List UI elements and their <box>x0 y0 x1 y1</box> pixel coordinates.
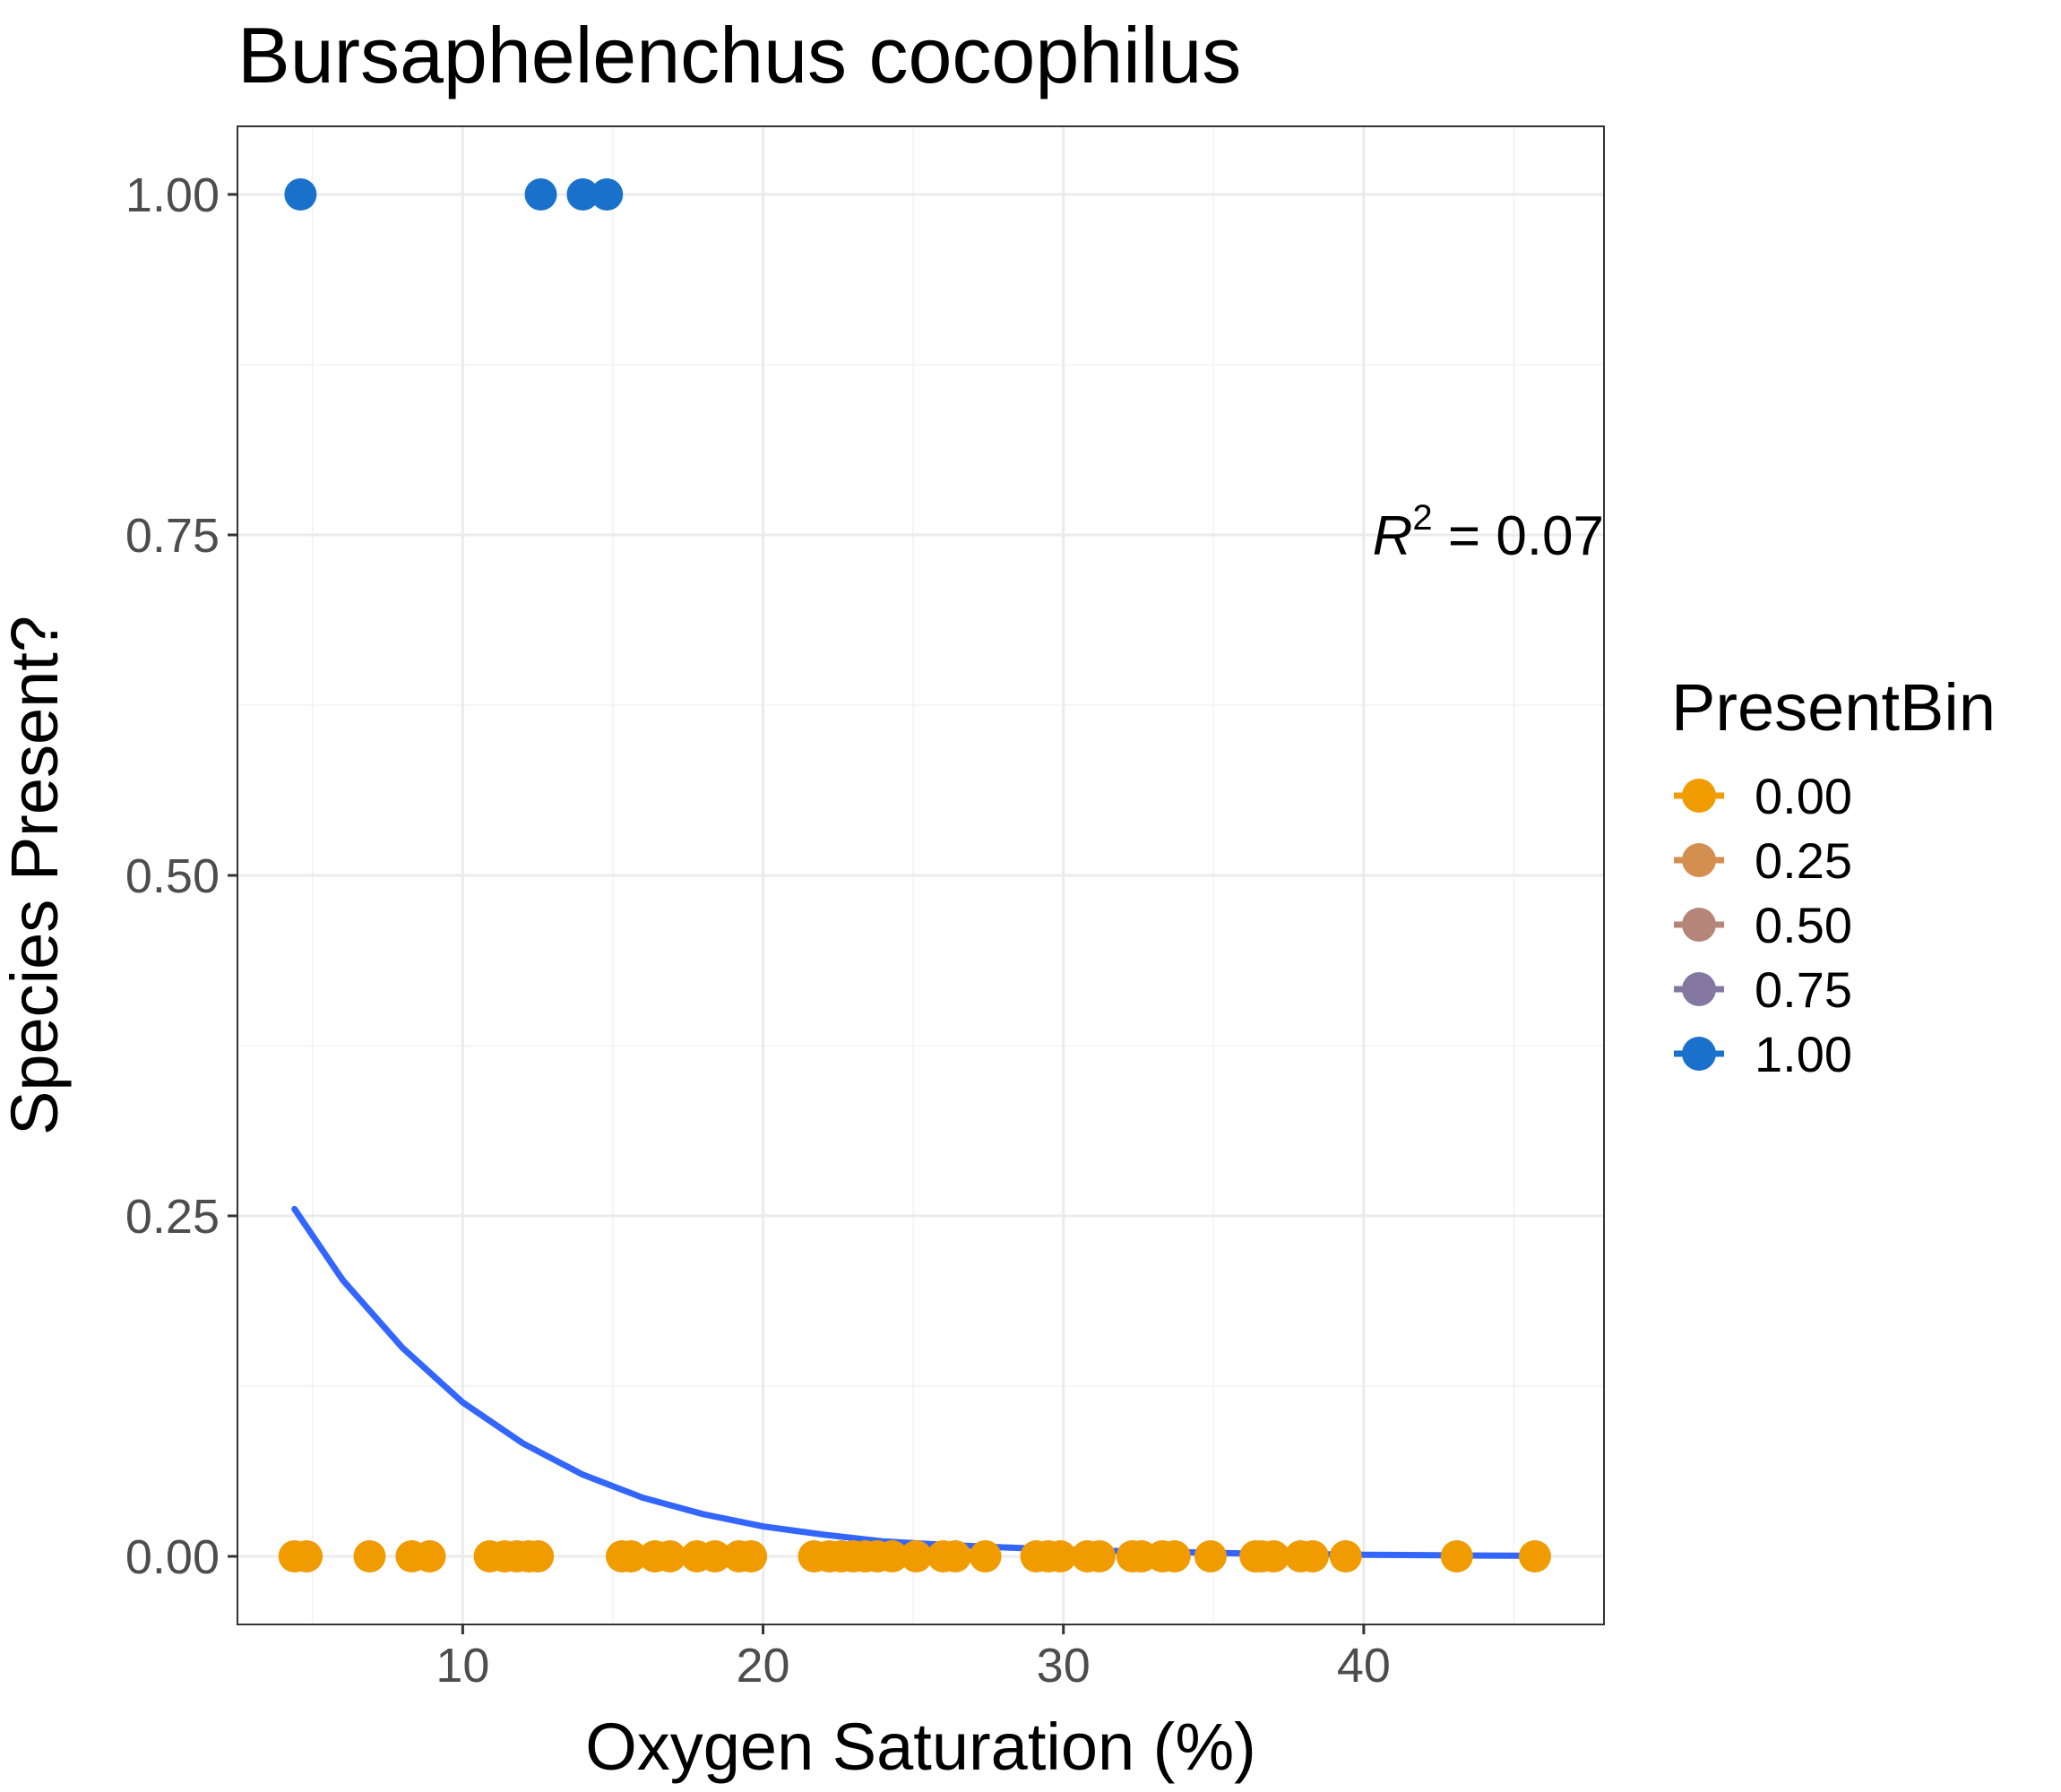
x-tick-label: 30 <box>1037 1639 1091 1693</box>
x-tick-label: 10 <box>435 1639 489 1693</box>
y-axis-title: Species Present? <box>0 616 72 1135</box>
y-axis: 0.00 0.25 0.50 0.75 1.00 <box>125 168 237 1584</box>
legend-entry: 0.75 <box>1674 961 1852 1018</box>
grid-layer <box>237 126 1604 1624</box>
legend-title: PresentBin <box>1671 670 1996 745</box>
r-squared-annotation: R2 = 0.07 <box>1373 498 1604 567</box>
data-point <box>1329 1540 1362 1572</box>
data-point <box>615 1540 648 1572</box>
data-point <box>290 1540 323 1572</box>
data-point <box>353 1540 386 1572</box>
legend-entry: 0.25 <box>1674 832 1852 889</box>
data-point <box>1440 1540 1473 1572</box>
data-point <box>524 178 557 211</box>
data-point <box>1194 1540 1227 1572</box>
data-point <box>969 1540 1002 1572</box>
legend-entry: 1.00 <box>1674 1026 1852 1082</box>
legend-key-point <box>1682 908 1716 942</box>
legend-key-point <box>1682 972 1716 1006</box>
data-point <box>1082 1540 1116 1572</box>
data-point <box>653 1540 686 1572</box>
y-tick-label: 0.50 <box>125 849 220 903</box>
x-tick-label: 20 <box>736 1639 789 1693</box>
legend-label: 0.00 <box>1755 768 1852 824</box>
data-point <box>591 178 624 211</box>
data-point <box>566 178 599 211</box>
data-point <box>1518 1540 1551 1572</box>
y-tick-label: 1.00 <box>125 168 220 222</box>
y-tick-label: 0.25 <box>125 1190 220 1244</box>
data-point <box>284 178 317 211</box>
data-point <box>698 1540 731 1572</box>
data-point <box>939 1540 972 1572</box>
data-point <box>1257 1540 1290 1572</box>
legend-label: 1.00 <box>1755 1026 1852 1082</box>
data-point <box>1158 1540 1191 1572</box>
data-point <box>413 1540 446 1572</box>
plot-panel <box>237 125 1605 1625</box>
legend-key-point <box>1682 779 1716 813</box>
y-tick-label: 0.75 <box>125 509 220 563</box>
data-point <box>1296 1540 1329 1572</box>
legend-key-point <box>1682 843 1716 877</box>
x-axis: 10 20 30 40 <box>435 1624 1391 1693</box>
x-tick-label: 40 <box>1337 1639 1391 1693</box>
points-layer <box>278 178 1551 1572</box>
annotation-value: = 0.07 <box>1433 505 1604 567</box>
legend-label: 0.50 <box>1755 897 1852 953</box>
legend-label: 0.75 <box>1755 961 1852 1018</box>
annotation-r: R <box>1373 505 1413 567</box>
data-point <box>875 1540 909 1572</box>
data-point <box>522 1540 555 1572</box>
legend-key-point <box>1682 1037 1716 1071</box>
y-tick-label: 0.00 <box>125 1530 220 1584</box>
data-point <box>900 1540 933 1572</box>
chart-title: Bursaphelenchus cocophilus <box>237 11 1241 99</box>
x-axis-title: Oxygen Saturation (%) <box>585 1710 1256 1784</box>
annotation-superscript: 2 <box>1412 498 1432 538</box>
legend-entry: 0.50 <box>1674 897 1852 953</box>
data-point <box>735 1540 768 1572</box>
legend: PresentBin 0.00 0.25 0.50 0.75 1.00 <box>1671 670 1996 1082</box>
legend-label: 0.25 <box>1755 832 1852 889</box>
data-point <box>1044 1540 1077 1572</box>
legend-entry: 0.00 <box>1674 768 1852 824</box>
